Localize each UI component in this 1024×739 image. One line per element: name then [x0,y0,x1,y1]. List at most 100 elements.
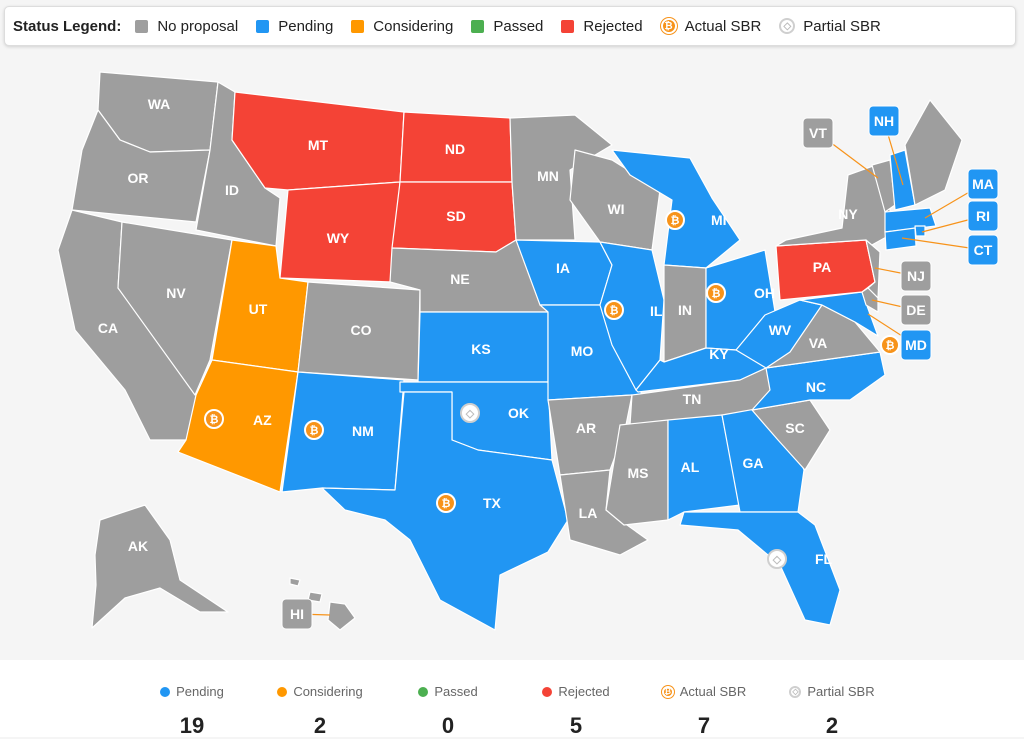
legend-label: No proposal [157,17,239,35]
state-label-ak: AK [128,538,148,554]
us-map: WA OR CA ID NV MT WY UT AZ CO NM ND SD NE KS OK TX MN IA MO… [57,71,999,631]
state-label-ks: KS [471,341,490,357]
status-legend: Status Legend: No proposal Pending Consi… [4,6,1016,46]
swatch-red [561,19,575,33]
legend-item-considering: Considering [351,18,453,35]
swatch-green [471,19,485,33]
state-ct[interactable] [884,227,917,251]
state-label-md: MD [905,337,927,353]
state-label-nj: NJ [907,268,925,284]
state-fl[interactable] [679,511,841,626]
svg-text:₿: ₿ [210,414,219,426]
legend-label: Pending [278,17,334,35]
state-nc[interactable] [751,351,886,411]
state-label-ne: NE [450,271,469,287]
actual-sbr-icon-il: ₿ [604,300,624,320]
state-label-co: CO [351,322,372,338]
stat-value: 2 [313,713,327,738]
actual-sbr-icon-tx: ₿ [436,493,456,513]
state-label-wv: WV [769,322,792,338]
stat-value: 5 [569,713,583,738]
actual-sbr-icon: ₿ [660,18,677,34]
legend-label: Considering [373,17,454,35]
state-label-az: AZ [253,412,272,428]
state-label-or: OR [128,170,149,186]
state-tag-ri[interactable]: RI [967,200,999,232]
state-tag-de[interactable]: DE [900,294,932,326]
state-label-il: IL [650,303,663,319]
state-nm[interactable] [281,371,405,493]
state-label-nd: ND [445,141,465,157]
state-hi[interactable] [289,577,356,631]
partial-sbr-icon: ◇ [779,18,796,34]
state-tag-nj[interactable]: NJ [900,260,932,292]
svg-text:₿: ₿ [610,305,619,317]
state-tag-vt[interactable]: VT [802,117,834,149]
state-label-hi: HI [290,606,304,622]
state-nv[interactable] [117,221,233,396]
state-or[interactable] [71,109,211,223]
state-me[interactable] [904,99,963,206]
state-mn[interactable] [509,114,613,241]
partial-sbr-icon: ◇ [789,685,802,698]
stat-label: Considering [293,684,363,699]
state-de[interactable] [861,287,879,313]
state-label-ct: CT [974,242,993,258]
state-label-ms: MS [628,465,649,481]
state-al[interactable] [667,414,741,521]
state-tag-md[interactable]: MD [900,329,932,361]
state-tag-ma[interactable]: MA [967,168,999,200]
state-label-ri: RI [976,208,990,224]
svg-text:₿: ₿ [886,340,895,352]
dot-green [418,686,429,697]
state-label-ar: AR [576,420,596,436]
state-label-ma: MA [972,176,994,192]
legend-item-passed: Passed [471,18,543,35]
stat-rejected: Rejected 5 [516,684,636,739]
stat-pending: Pending 19 [132,684,252,739]
legend-item-actual-sbr: ₿ Actual SBR [660,17,762,35]
legend-item-no-proposal: No proposal [135,18,238,35]
partial-sbr-icon-ok: ◇ [460,403,480,423]
stats-bar: Pending 19 Considering 2 Passed 0 Reject… [0,660,1024,739]
svg-text:₿: ₿ [671,215,680,227]
state-label-nv: NV [166,285,186,301]
state-label-ok: OK [508,405,529,421]
state-ny[interactable] [775,159,891,247]
state-label-oh: OH [754,285,775,301]
actual-sbr-icon-az: ₿ [204,409,224,429]
svg-text:₿: ₿ [712,288,721,300]
state-label-wa: WA [148,96,171,112]
swatch-blue [256,19,270,33]
state-label-mo: MO [571,343,594,359]
state-ak[interactable] [91,504,229,629]
state-label-mt: MT [308,137,329,153]
state-tag-ct[interactable]: CT [967,234,999,266]
actual-sbr-icon-mi: ₿ [665,210,685,230]
stat-considering: Considering 2 [260,684,380,739]
stat-value: 0 [441,713,455,738]
legend-label: Partial SBR [803,17,881,35]
state-tag-hi[interactable]: HI [281,598,313,630]
swatch-orange [351,19,365,33]
state-label-tx: TX [483,495,502,511]
dot-red [542,686,553,697]
actual-sbr-icon-oh: ₿ [706,283,726,303]
state-la[interactable] [559,469,649,556]
state-label-fl: FL [815,551,833,567]
legend-label: Actual SBR [684,17,762,35]
state-tag-nh[interactable]: NH [868,105,900,137]
legend-label: Passed [493,17,544,35]
svg-text:₿: ₿ [310,425,319,437]
stat-passed: Passed 0 [388,684,508,739]
stat-label: Actual SBR [679,684,747,699]
actual-sbr-icon: ₿ [661,685,674,698]
state-label-mi: MI [711,212,727,228]
dot-orange [277,686,288,697]
state-label-ut: UT [249,301,268,317]
dot-blue [160,686,171,697]
state-ms[interactable] [605,419,669,526]
stat-label: Rejected [558,684,610,699]
state-label-ia: IA [556,260,570,276]
legend-item-pending: Pending [256,18,333,35]
